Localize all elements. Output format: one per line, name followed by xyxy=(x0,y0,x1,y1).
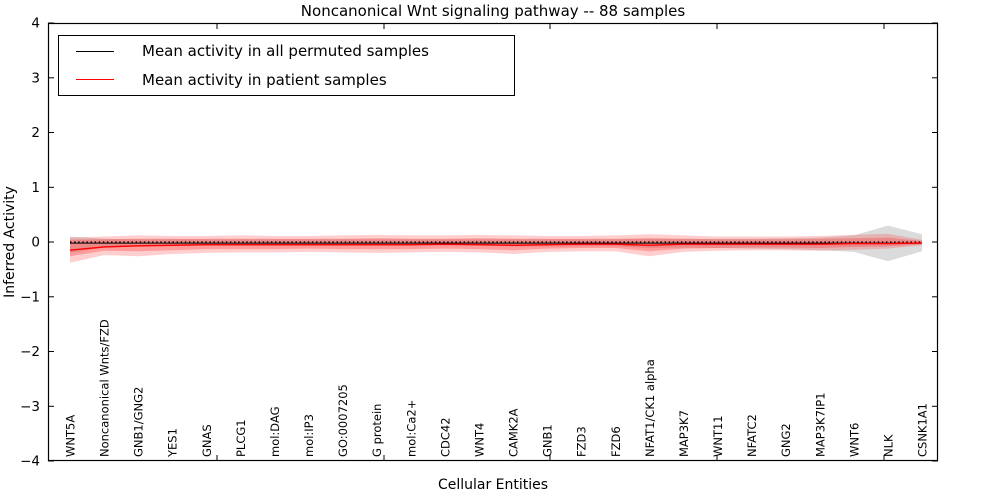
y-tick-label: 0 xyxy=(31,235,40,251)
patient-band-inner xyxy=(70,237,922,257)
x-tick-label: NFATC2 xyxy=(745,414,759,457)
x-tick-label: mol:DAG xyxy=(268,406,282,457)
x-tick-label: GO:0007205 xyxy=(336,384,350,457)
legend-label-patient: Mean activity in patient samples xyxy=(142,70,387,89)
x-tick-label: FZD6 xyxy=(609,426,623,457)
axes-frame xyxy=(47,22,939,462)
x-tick-label: NLK xyxy=(881,434,895,457)
red-line-icon xyxy=(76,79,114,81)
x-tick-label: WNT4 xyxy=(472,423,486,457)
legend-label-permuted: Mean activity in all permuted samples xyxy=(142,42,429,61)
x-category-labels: WNT5A Noncanonical Wnts/FZD GNB1/GNG2 YES1 G… xyxy=(64,319,930,458)
x-tick-label: YES1 xyxy=(166,428,180,458)
x-tick-label: CAMK2A xyxy=(507,408,521,457)
x-tick-label: GNG2 xyxy=(779,423,793,457)
x-tick-label: WNT6 xyxy=(847,423,861,457)
x-tick-label: FZD3 xyxy=(575,426,589,457)
x-axis-label: Cellular Entities xyxy=(437,477,549,493)
y-tick-label: 3 xyxy=(31,70,40,86)
y-tick-label: 1 xyxy=(31,180,40,196)
legend: Mean activity in all permuted samples Me… xyxy=(58,35,515,96)
y-tick-label: −2 xyxy=(20,344,40,360)
x-tick-label: NFAT1/CK1 alpha xyxy=(643,359,657,457)
patient-band-outer xyxy=(70,233,922,263)
x-tick-label: GNAS xyxy=(200,424,214,457)
y-tick-label: −3 xyxy=(20,399,40,415)
y-tick-labels: −4 −3 −2 −1 0 1 2 3 4 xyxy=(20,16,40,470)
x-tick-label: GNB1 xyxy=(541,424,555,457)
chart-title: Noncanonical Wnt signaling pathway -- 88… xyxy=(300,2,686,20)
x-tick-label: MAP3K7IP1 xyxy=(813,392,827,457)
x-tick-label: PLCG1 xyxy=(234,419,248,457)
x-tick-label: mol:IP3 xyxy=(302,414,316,457)
x-tick-label: G protein xyxy=(370,404,384,457)
x-tick-label: WNT11 xyxy=(711,415,725,457)
x-tick-label: GNB1/GNG2 xyxy=(132,387,146,457)
y-tick-label: 2 xyxy=(31,125,40,141)
legend-item-permuted: Mean activity in all permuted samples xyxy=(59,38,514,64)
x-tick-label: MAP3K7 xyxy=(677,410,691,457)
y-tick-label: −1 xyxy=(20,289,40,305)
series-lines xyxy=(69,241,923,251)
x-tick-label: Noncanonical Wnts/FZD xyxy=(98,319,112,457)
x-tick-label: WNT5A xyxy=(64,415,78,457)
y-tick-label: 4 xyxy=(31,16,40,32)
y-tick-label: −4 xyxy=(20,454,40,470)
legend-item-patient: Mean activity in patient samples xyxy=(59,67,514,93)
x-tick-label: CDC42 xyxy=(438,417,452,457)
x-tick-label: CSNK1A1 xyxy=(916,403,930,457)
black-line-icon xyxy=(76,50,114,52)
patient-mean-line xyxy=(69,242,923,251)
x-tick-label: mol:Ca2+ xyxy=(404,400,418,457)
